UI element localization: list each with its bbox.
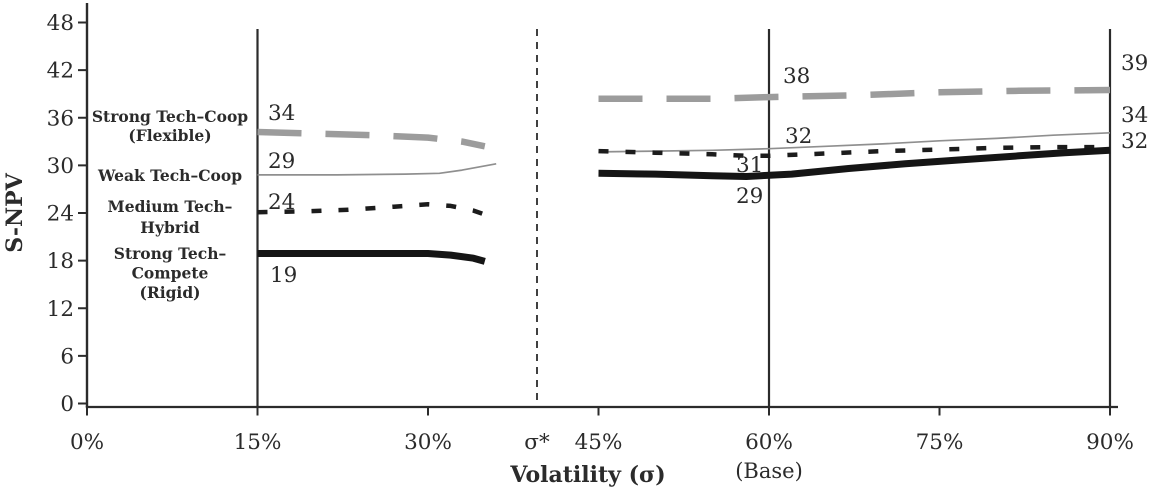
series-line-strong-tech-coop-flexible-segment-2 [598, 86, 1111, 102]
series-name-label-strong-tech-compete-rigid-line-3: (Rigid) [139, 283, 200, 302]
value-label-weak-tech-coop-5: 32 [785, 124, 812, 149]
series-name-label-medium-tech-hybrid-line-1: Medium Tech– [108, 197, 233, 216]
x-tick-label-15%: 15% [234, 430, 282, 455]
x-tick-label-75%: 75% [916, 430, 964, 455]
x-tick-label-45%: 45% [575, 430, 623, 455]
value-label-strong-tech-coop-flexible-4: 38 [783, 64, 810, 89]
x-tick-label-90%: 90% [1086, 430, 1134, 455]
series-name-label-strong-tech-coop-flexible-line-1: Strong Tech–Coop [92, 107, 248, 126]
y-tick-label-48: 48 [47, 11, 74, 36]
y-axis-title: S-NPV [2, 172, 28, 252]
value-label-strong-tech-compete-rigid-3: 19 [270, 263, 297, 288]
series-line-strong-tech-compete-rigid-segment-1 [257, 250, 486, 265]
x-tick-label-60%: 60% [745, 430, 793, 455]
value-label-medium-tech-hybrid-6: 31 [736, 153, 763, 178]
value-label-weak-tech-coop-9: 34 [1121, 103, 1148, 128]
x-tick-label-30%: 30% [404, 430, 452, 455]
value-label-strong-tech-coop-flexible-8: 39 [1121, 51, 1148, 76]
x-tick-label-0%: 0% [70, 430, 104, 455]
y-tick-label-36: 36 [47, 106, 74, 131]
y-tick-label-24: 24 [47, 202, 74, 227]
x-tick-label-σ*: σ* [524, 430, 550, 455]
y-tick-label-12: 12 [47, 297, 74, 322]
series-name-label-strong-tech-coop-flexible-line-2: (Flexible) [128, 126, 211, 145]
value-label-strong-tech-coop-flexible-0: 34 [268, 101, 295, 126]
series-line-strong-tech-compete-rigid-segment-2 [598, 146, 1111, 180]
series-name-label-medium-tech-hybrid-line-2: Hybrid [140, 218, 200, 237]
value-label-strong-tech-compete-rigid-10: 32 [1121, 129, 1148, 154]
y-tick-label-0: 0 [60, 392, 74, 417]
series-name-label-weak-tech-coop-line-1: Weak Tech–Coop [97, 166, 242, 185]
series-line-weak-tech-coop-segment-1 [257, 162, 497, 176]
series-name-label-strong-tech-compete-rigid-line-2: Compete [132, 264, 209, 283]
x-axis-title: Volatility (σ) [509, 462, 665, 488]
series-name-label-strong-tech-compete-rigid-line-1: Strong Tech– [114, 244, 226, 263]
value-label-weak-tech-coop-1: 29 [268, 149, 295, 174]
series-line-strong-tech-coop-flexible-segment-1 [257, 128, 486, 150]
y-tick-label-30: 30 [47, 154, 74, 179]
value-label-strong-tech-compete-rigid-7: 29 [736, 184, 763, 209]
y-tick-label-6: 6 [60, 344, 74, 369]
y-tick-label-42: 42 [47, 59, 74, 84]
y-tick-label-18: 18 [47, 249, 74, 274]
series-line-weak-tech-coop-segment-2 [598, 131, 1111, 153]
x-tick-sublabel-60%: (Base) [735, 459, 803, 483]
value-label-medium-tech-hybrid-2: 24 [268, 190, 295, 215]
